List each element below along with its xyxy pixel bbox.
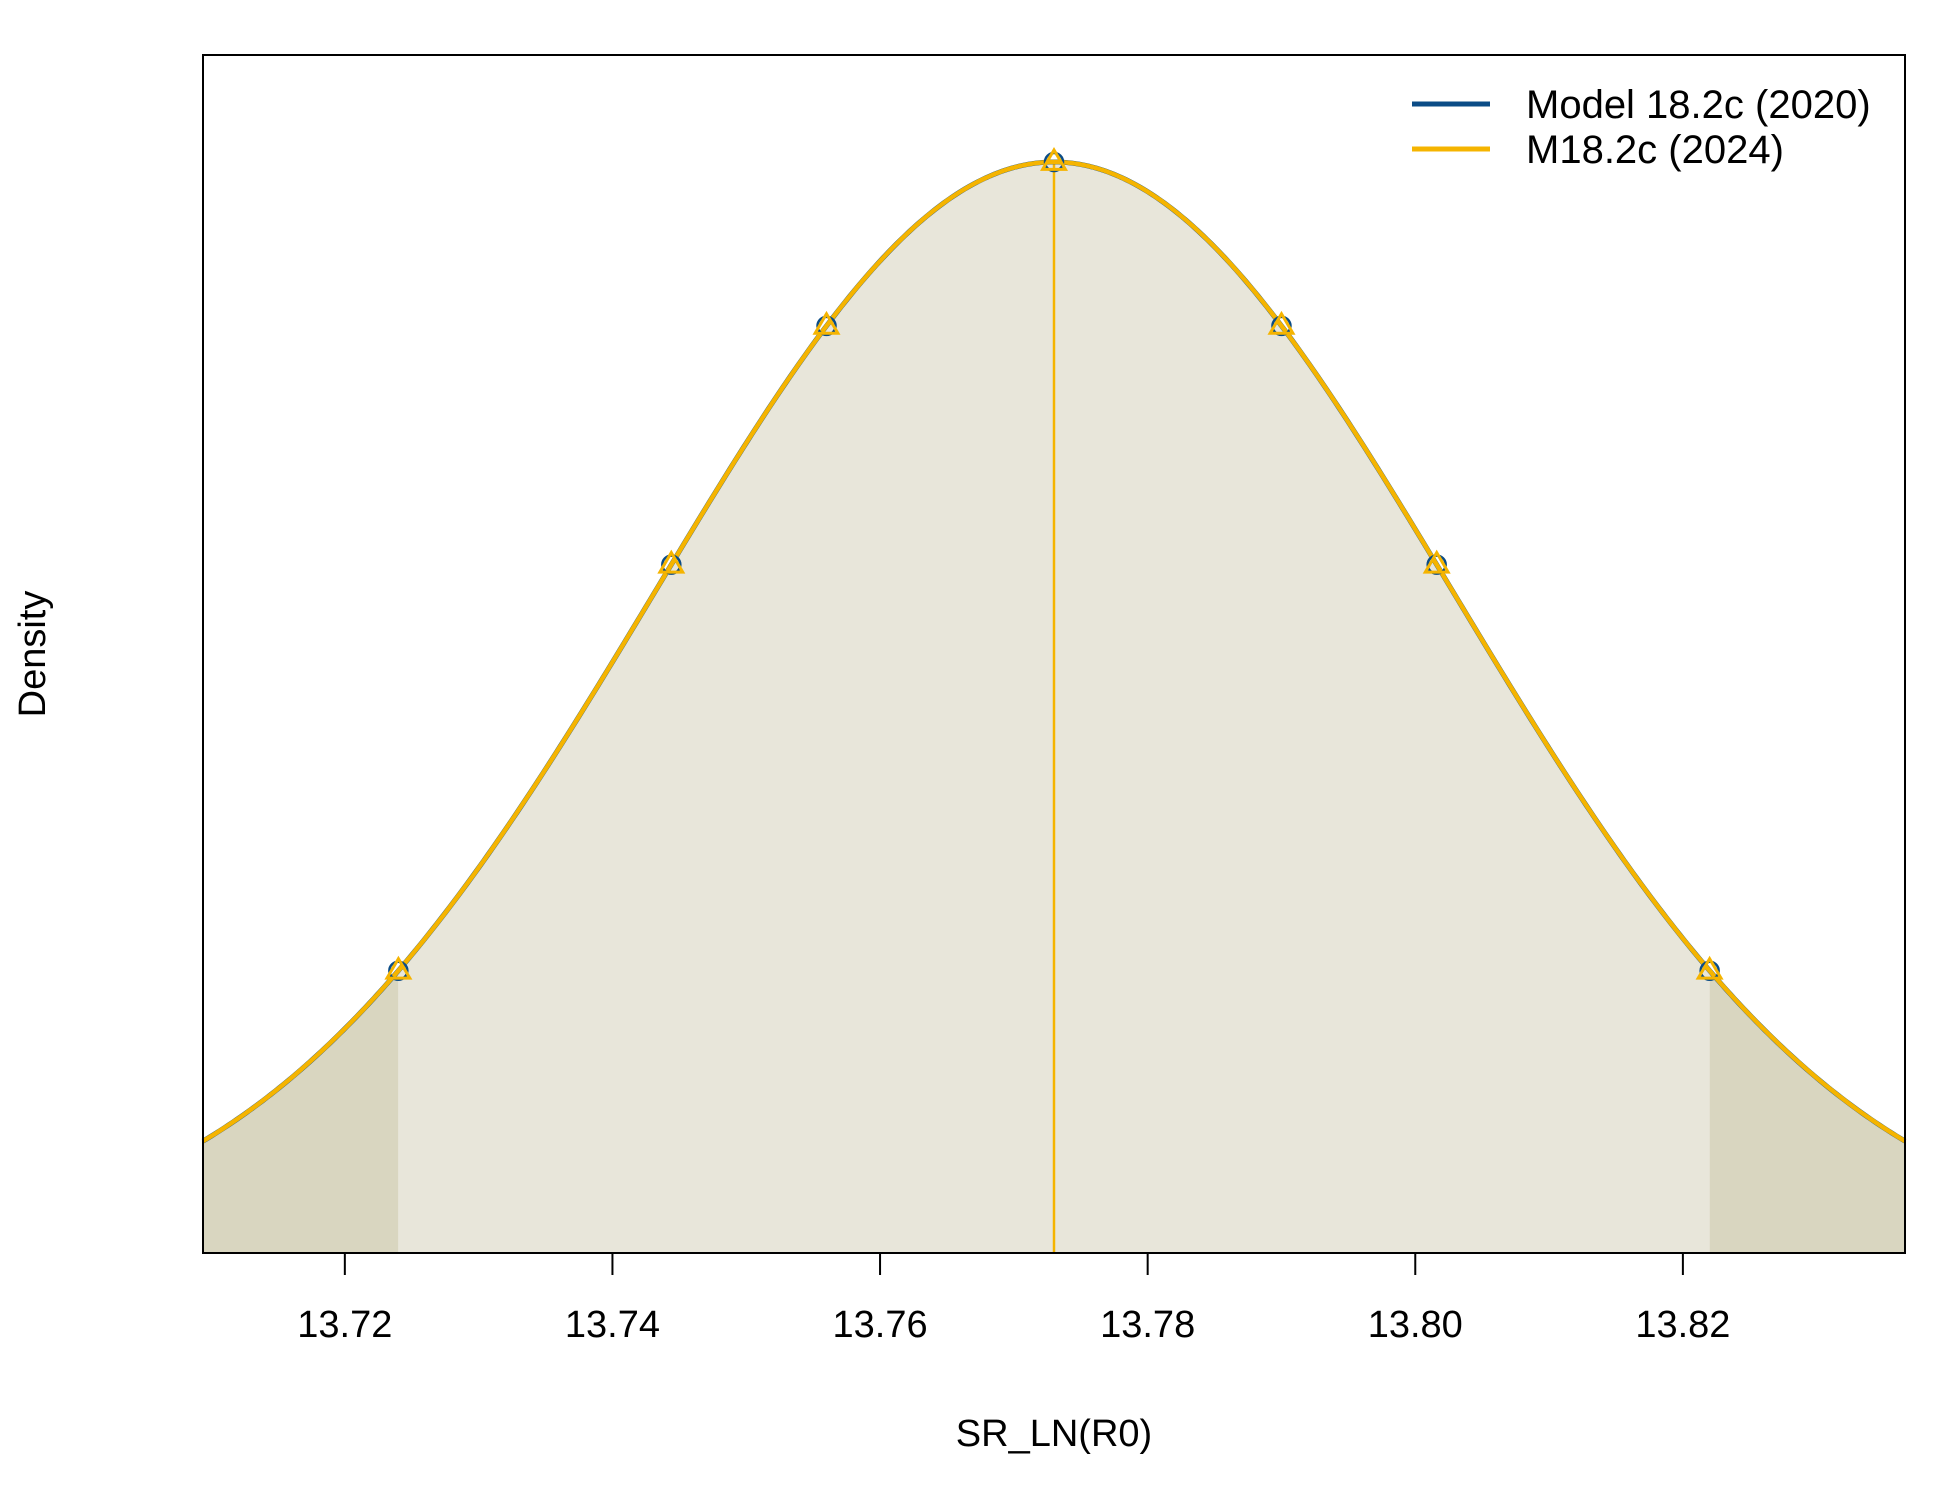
x-tick-label-4: 13.80: [1368, 1304, 1463, 1346]
marker-circle-1: [661, 554, 682, 575]
marker-triangle-5: [1422, 549, 1451, 574]
legend-label-model-2024: M18.2c (2024): [1526, 128, 1784, 172]
x-tick-label-0: 13.72: [297, 1304, 392, 1346]
x-tick-label-1: 13.74: [565, 1304, 660, 1346]
marker-triangle-6: [1695, 955, 1724, 980]
marker-triangle-2: [812, 310, 841, 335]
x-tick-label-2: 13.76: [833, 1304, 928, 1346]
series-curve-1: [201, 159, 1907, 1144]
marker-layer: [384, 147, 1724, 981]
x-axis-title: SR_LN(R0): [956, 1413, 1152, 1455]
marker-triangle-3: [1039, 147, 1069, 171]
legend: Model 18.2c (2020) M18.2c (2024): [1412, 83, 1871, 172]
marker-triangle-4: [1267, 310, 1296, 335]
density-fill-right-tail: [1709, 970, 1905, 1253]
marker-circle-5: [1426, 554, 1447, 575]
marker-circle-3: [1043, 151, 1065, 173]
series-layer: [201, 159, 1907, 1144]
x-tick-label-5: 13.82: [1635, 1304, 1730, 1346]
x-axis: 13.72 13.74 13.76 13.78 13.80 13.82: [297, 1252, 1730, 1346]
density-fill-left-tail: [203, 970, 399, 1253]
x-tick-label-3: 13.78: [1100, 1304, 1195, 1346]
marker-circle-4: [1271, 315, 1292, 337]
marker-triangle-1: [657, 549, 686, 574]
marker-triangle-0: [384, 955, 413, 980]
legend-label-model-2020: Model 18.2c (2020): [1526, 83, 1871, 127]
marker-circle-2: [816, 315, 837, 337]
y-axis-title: Density: [12, 591, 54, 718]
